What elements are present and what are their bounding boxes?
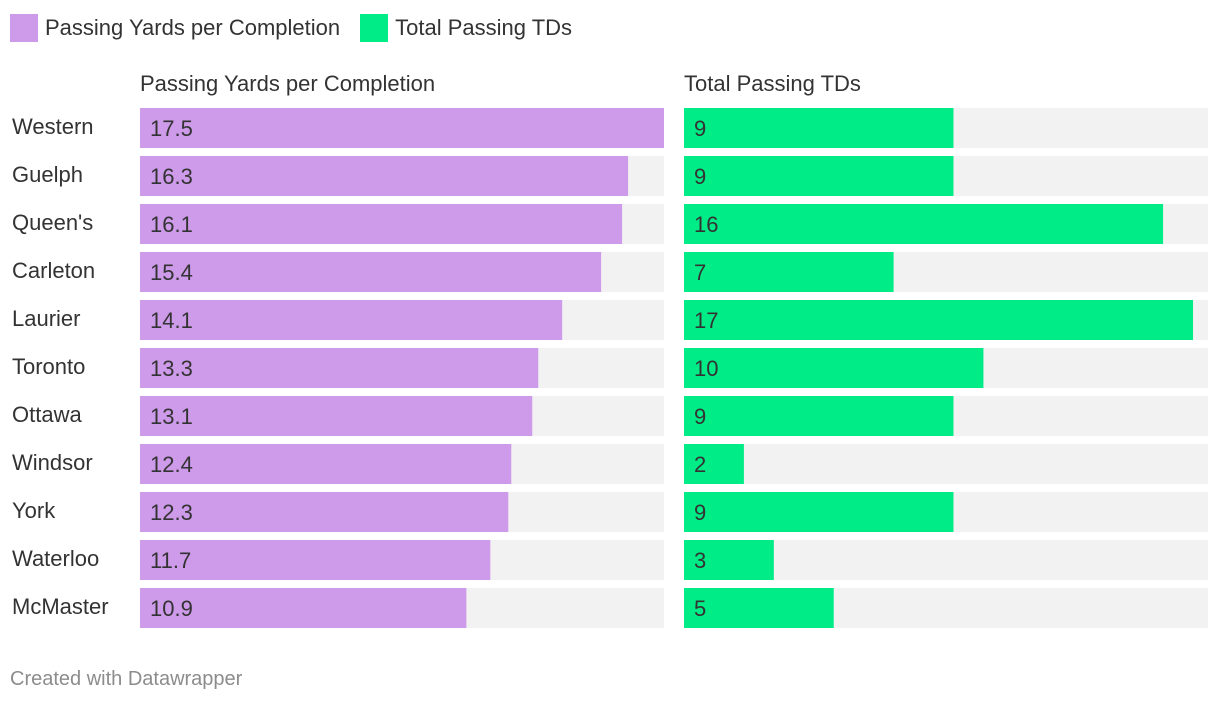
bar-value-label-passing-yards-per-completion-carleton: 15.4 (150, 260, 193, 285)
bar-total-passing-tds-laurier (684, 300, 1194, 340)
bar-value-label-passing-yards-per-completion-ottawa: 13.1 (150, 404, 193, 429)
row-label-queen-s: Queen's (12, 210, 93, 235)
legend-swatch-yards-per-completion (10, 14, 38, 42)
bar-passing-yards-per-completion-toronto (140, 348, 539, 388)
bar-value-label-passing-yards-per-completion-toronto: 13.3 (150, 356, 193, 381)
bar-passing-yards-per-completion-guelph (140, 156, 629, 196)
bar-total-passing-tds-waterloo (684, 540, 774, 580)
bar-value-label-total-passing-tds-carleton: 7 (694, 260, 706, 285)
bar-value-label-total-passing-tds-toronto: 10 (694, 356, 718, 381)
bar-total-passing-tds-carleton (684, 252, 894, 292)
bar-value-label-passing-yards-per-completion-guelph: 16.3 (150, 164, 193, 189)
bar-passing-yards-per-completion-windsor (140, 444, 512, 484)
row-label-western: Western (12, 114, 94, 139)
bar-passing-yards-per-completion-western (140, 108, 664, 148)
bar-passing-yards-per-completion-queen-s (140, 204, 623, 244)
bar-total-passing-tds-windsor (684, 444, 744, 484)
bar-value-label-passing-yards-per-completion-waterloo: 11.7 (150, 548, 191, 573)
bar-value-label-total-passing-tds-western: 9 (694, 116, 706, 141)
row-label-mcmaster: McMaster (12, 594, 109, 619)
column-title-passing-yards-per-completion: Passing Yards per Completion (140, 71, 435, 96)
bar-value-label-passing-yards-per-completion-windsor: 12.4 (150, 452, 193, 477)
bar-value-label-total-passing-tds-york: 9 (694, 500, 706, 525)
bar-value-label-total-passing-tds-ottawa: 9 (694, 404, 706, 429)
bar-value-label-total-passing-tds-laurier: 17 (694, 308, 718, 333)
bar-value-label-passing-yards-per-completion-laurier: 14.1 (150, 308, 193, 333)
bar-passing-yards-per-completion-york (140, 492, 509, 532)
bar-passing-yards-per-completion-mcmaster (140, 588, 467, 628)
bar-value-label-passing-yards-per-completion-western: 17.5 (150, 116, 193, 141)
legend-label-yards-per-completion: Passing Yards per Completion (45, 15, 341, 40)
row-label-windsor: Windsor (12, 450, 93, 475)
bar-passing-yards-per-completion-ottawa (140, 396, 533, 436)
row-label-york: York (12, 498, 56, 523)
bar-track-total-passing-tds-windsor (684, 444, 1208, 484)
bar-passing-yards-per-completion-laurier (140, 300, 563, 340)
row-label-laurier: Laurier (12, 306, 80, 331)
row-label-carleton: Carleton (12, 258, 95, 283)
bar-value-label-passing-yards-per-completion-queen-s: 16.1 (150, 212, 193, 237)
bar-value-label-total-passing-tds-waterloo: 3 (694, 548, 706, 573)
row-label-ottawa: Ottawa (12, 402, 82, 427)
row-label-toronto: Toronto (12, 354, 85, 379)
footer-credit: Created with Datawrapper (10, 668, 243, 690)
bar-total-passing-tds-york (684, 492, 954, 532)
split-bar-chart: Passing Yards per Completion Total Passin… (12, 71, 1208, 628)
bar-value-label-passing-yards-per-completion-mcmaster: 10.9 (150, 596, 193, 621)
legend-swatch-passing-tds (360, 14, 389, 42)
bar-value-label-total-passing-tds-queen-s: 16 (694, 212, 718, 237)
bar-total-passing-tds-western (684, 108, 954, 148)
bar-total-passing-tds-mcmaster (684, 588, 834, 628)
bar-value-label-total-passing-tds-windsor: 2 (694, 452, 706, 477)
bar-passing-yards-per-completion-carleton (140, 252, 602, 292)
column-title-total-passing-tds: Total Passing TDs (684, 71, 861, 96)
bar-total-passing-tds-toronto (684, 348, 984, 388)
legend-label-passing-tds: Total Passing TDs (395, 15, 573, 40)
bar-total-passing-tds-queen-s (684, 204, 1164, 244)
row-label-waterloo: Waterloo (12, 546, 99, 571)
legend: Passing Yards per Completion Total Passi… (10, 13, 592, 43)
bar-total-passing-tds-guelph (684, 156, 954, 196)
bar-value-label-total-passing-tds-mcmaster: 5 (694, 596, 706, 621)
row-label-guelph: Guelph (12, 162, 83, 187)
legend-item-passing-tds: Total Passing TDs (360, 14, 572, 42)
bar-total-passing-tds-ottawa (684, 396, 954, 436)
bar-value-label-passing-yards-per-completion-york: 12.3 (150, 500, 193, 525)
bar-value-label-total-passing-tds-guelph: 9 (694, 164, 706, 189)
bar-passing-yards-per-completion-waterloo (140, 540, 491, 580)
legend-item-yards-per-completion: Passing Yards per Completion (10, 14, 340, 42)
